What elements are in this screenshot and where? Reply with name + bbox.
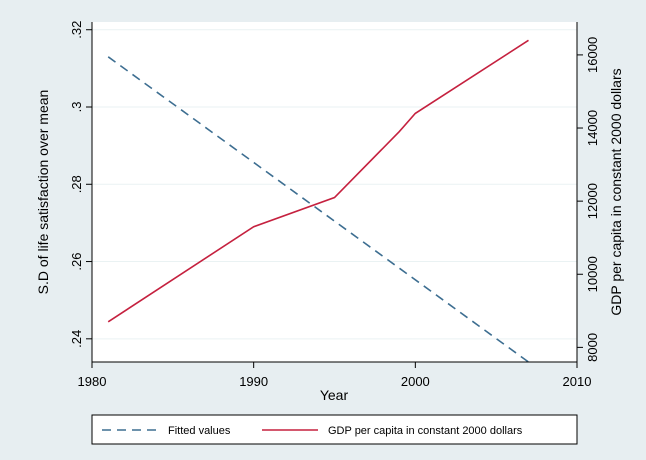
x-tick-label-0: 1980 <box>78 374 107 389</box>
legend-label-gdp: GDP per capita in constant 2000 dollars <box>328 425 523 437</box>
grid-lines <box>92 29 577 340</box>
plot-area <box>92 22 577 362</box>
x-tick-label-2: 2000 <box>401 374 430 389</box>
y-right-tick-label-0: 8000 <box>585 333 600 362</box>
x-tick-label-3: 2010 <box>563 374 592 389</box>
y-right-tick-label-2: 12000 <box>585 183 600 219</box>
y-left-tick-label-1: .26 <box>69 253 84 271</box>
y-left-tick-label-0: .24 <box>69 330 84 348</box>
y-left-tick-label-3: .3 <box>69 102 84 113</box>
y-left-tick-label-2: .28 <box>69 175 84 193</box>
y-axis-left-title: S.D of life satisfaction over mean <box>35 90 51 295</box>
series-line-1 <box>107 39 529 323</box>
y-left-tick-label-4: .32 <box>69 21 84 39</box>
legend-label-fitted: Fitted values <box>168 425 231 437</box>
y-right-tick-label-3: 14000 <box>585 110 600 146</box>
axes-group: 1980 1990 2000 2010 .24 .26 .28 .3 .32 8000 10000 1… <box>69 21 600 389</box>
y-right-tick-label-1: 10000 <box>585 256 600 292</box>
series-group <box>107 39 529 363</box>
legend-box <box>91 414 578 445</box>
x-axis-title: Year <box>320 387 349 403</box>
y-right-tick-label-4: 16000 <box>585 37 600 73</box>
x-tick-label-1: 1990 <box>239 374 268 389</box>
series-line-0 <box>107 56 529 363</box>
y-axis-right-title: GDP per capita in constant 2000 dollars <box>608 68 624 315</box>
legend: Fitted values GDP per capita in constant… <box>91 414 578 445</box>
